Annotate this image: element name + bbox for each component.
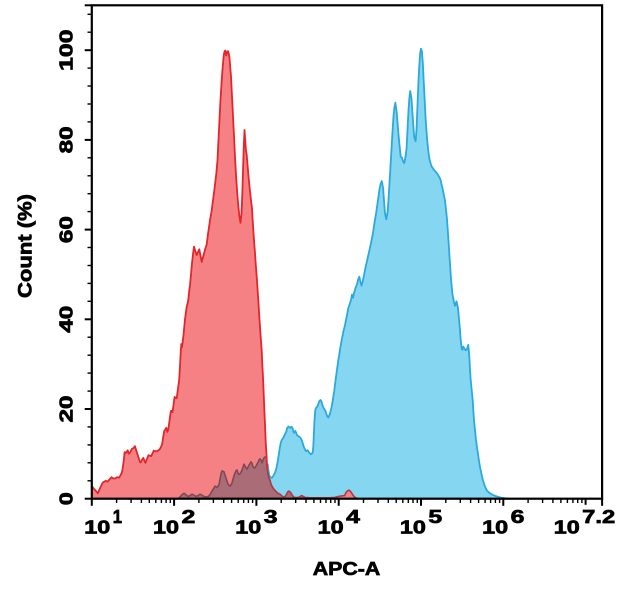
svg-text:1: 1	[113, 507, 122, 527]
svg-text:0: 0	[56, 492, 76, 505]
svg-text:3: 3	[264, 507, 278, 527]
svg-text:4: 4	[346, 507, 360, 527]
svg-text:20: 20	[56, 396, 76, 423]
svg-text:6: 6	[511, 507, 525, 527]
svg-text:60: 60	[56, 216, 76, 243]
svg-text:10: 10	[482, 518, 508, 538]
svg-text:10: 10	[84, 518, 110, 538]
svg-text:2: 2	[182, 507, 196, 527]
svg-text:10: 10	[554, 518, 580, 538]
svg-text:10: 10	[318, 518, 344, 538]
svg-text:80: 80	[56, 126, 76, 153]
svg-text:100: 100	[56, 29, 76, 70]
svg-text:40: 40	[56, 306, 76, 333]
svg-text:Count (%): Count (%)	[16, 194, 37, 298]
svg-text:7.2: 7.2	[582, 507, 615, 527]
svg-text:10: 10	[400, 518, 426, 538]
svg-text:10: 10	[235, 518, 261, 538]
svg-text:5: 5	[428, 507, 442, 527]
svg-text:10: 10	[153, 518, 179, 538]
svg-text:APC-A: APC-A	[313, 558, 381, 579]
